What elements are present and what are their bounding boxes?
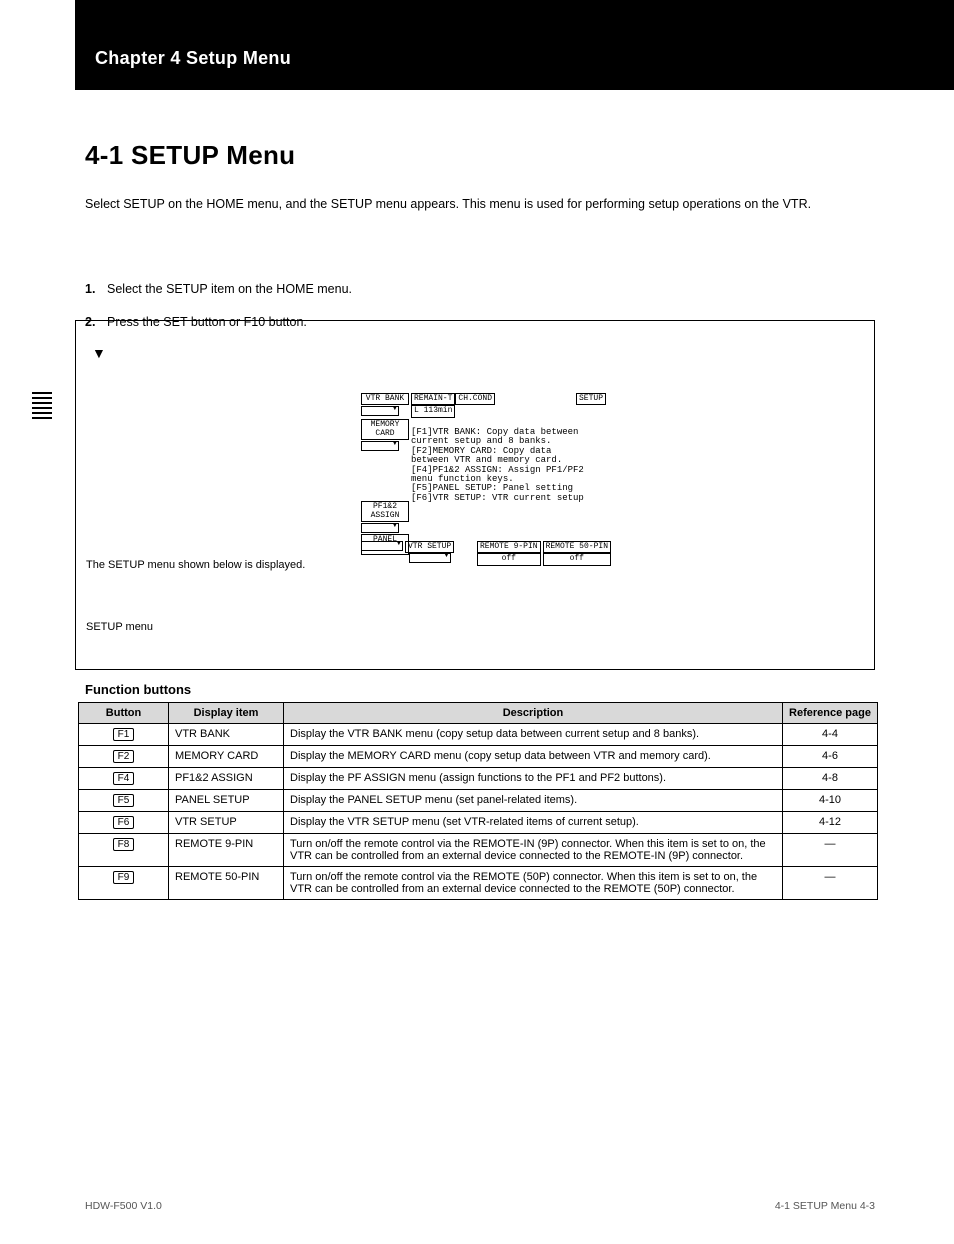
cell-item: REMOTE 9-PIN [169, 834, 284, 867]
key-icon: F1 [113, 728, 135, 741]
dropdown-icon [361, 406, 399, 416]
cell-description: Display the VTR SETUP menu (set VTR-rela… [284, 812, 783, 834]
sidebar-vtr-bank: VTR BANK [361, 393, 409, 405]
dropdown-icon [361, 523, 399, 533]
cell-item: VTR SETUP [169, 812, 284, 834]
cell-button: F5 [79, 790, 169, 812]
key-icon: F9 [113, 871, 135, 884]
remote-9pin-value: off [477, 553, 541, 565]
cell-reference: 4-4 [783, 724, 878, 746]
cell-button: F9 [79, 867, 169, 900]
vtr-main-area: REMAIN-T CH.COND SETUP L 113min [F1]VTR … [411, 393, 606, 503]
vtr-bottom-row: VTR SETUP REMOTE 9-PIN off REMOTE 50-PIN… [361, 541, 611, 566]
col-description: Description [284, 703, 783, 724]
menu-caption2-inside: SETUP menu [86, 621, 153, 633]
cell-item: REMOTE 50-PIN [169, 867, 284, 900]
cell-description: Turn on/off the remote control via the R… [284, 867, 783, 900]
cell-button: F1 [79, 724, 169, 746]
remote-50pin-value: off [543, 553, 611, 565]
cell-reference: 4-12 [783, 812, 878, 834]
step-1-number: 1. [85, 280, 107, 299]
dropdown-icon [361, 541, 403, 551]
setup-arrow-icon: ▼ [92, 345, 106, 361]
chapter-header-bar [75, 0, 954, 90]
key-icon: F8 [113, 838, 135, 851]
cell-button: F2 [79, 746, 169, 768]
menu-caption-inside: The SETUP menu shown below is displayed. [86, 559, 305, 571]
table-row: F2 MEMORY CARDDisplay the MEMORY CARD men… [79, 746, 878, 768]
col-reference: Reference page [783, 703, 878, 724]
vtr-sidebar: VTR BANK MEMORY CARD PF1&2 ASSIGN PANEL … [361, 393, 409, 556]
cell-button: F4 [79, 768, 169, 790]
remote-9pin-label: REMOTE 9-PIN [477, 541, 541, 553]
table-row: F1 VTR BANKDisplay the VTR BANK menu (cop… [79, 724, 878, 746]
key-icon: F6 [113, 816, 135, 829]
sidebar-memory-card: MEMORY CARD [361, 419, 409, 440]
cell-item: MEMORY CARD [169, 746, 284, 768]
footer-left: HDW-F500 V1.0 [85, 1200, 162, 1212]
cell-description: Display the PF ASSIGN menu (assign funct… [284, 768, 783, 790]
cell-button: F8 [79, 834, 169, 867]
table-header-row: Button Display item Description Referenc… [79, 703, 878, 724]
cell-reference: — [783, 834, 878, 867]
cell-description: Display the PANEL SETUP menu (set panel-… [284, 790, 783, 812]
cell-item: PF1&2 ASSIGN [169, 768, 284, 790]
table-row: F6 VTR SETUPDisplay the VTR SETUP menu (s… [79, 812, 878, 834]
cell-item: PANEL SETUP [169, 790, 284, 812]
function-buttons-table: Button Display item Description Referenc… [78, 702, 878, 900]
footer-right: 4-1 SETUP Menu 4-3 [775, 1200, 875, 1212]
intro-paragraph: Select SETUP on the HOME menu, and the S… [85, 195, 875, 214]
remain-t-value: L 113min [411, 405, 455, 417]
page-left-margin [0, 0, 75, 1244]
screen-body-line: [F6]VTR SETUP: VTR current setup [411, 494, 606, 503]
cell-description: Turn on/off the remote control via the R… [284, 834, 783, 867]
table-row: F8 REMOTE 9-PINTurn on/off the remote con… [79, 834, 878, 867]
cell-reference: 4-6 [783, 746, 878, 768]
side-stripe-ornament [32, 392, 52, 424]
remain-t-label: REMAIN-T [411, 393, 455, 405]
section-title: 4-1 SETUP Menu [85, 140, 295, 171]
cell-reference: 4-10 [783, 790, 878, 812]
vtr-screen-illustration: ▼ VTR BANK MEMORY CARD PF1&2 ASSIGN PANE… [75, 320, 875, 670]
key-icon: F2 [113, 750, 135, 763]
key-icon: F4 [113, 772, 135, 785]
cell-reference: — [783, 867, 878, 900]
cell-reference: 4-8 [783, 768, 878, 790]
cell-item: VTR BANK [169, 724, 284, 746]
page-footer: HDW-F500 V1.0 4-1 SETUP Menu 4-3 [85, 1200, 875, 1212]
col-display-item: Display item [169, 703, 284, 724]
dropdown-icon [409, 553, 451, 563]
dropdown-icon [361, 441, 399, 451]
function-buttons-heading: Function buttons [85, 682, 191, 697]
sidebar-pf-assign: PF1&2 ASSIGN [361, 501, 409, 522]
remote-50pin-label: REMOTE 50-PIN [543, 541, 611, 553]
chapter-label: Chapter 4 Setup Menu [95, 48, 291, 69]
setup-label: SETUP [576, 393, 606, 405]
step-1: 1. Select the SETUP item on the HOME men… [85, 280, 875, 299]
step-1-text: Select the SETUP item on the HOME menu. [107, 280, 875, 299]
key-icon: F5 [113, 794, 135, 807]
ch-cond-label: CH.COND [455, 393, 495, 405]
table-row: F5 PANEL SETUPDisplay the PANEL SETUP men… [79, 790, 878, 812]
col-button: Button [79, 703, 169, 724]
cell-button: F6 [79, 812, 169, 834]
table-row: F9 REMOTE 50-PINTurn on/off the remote co… [79, 867, 878, 900]
cell-description: Display the VTR BANK menu (copy setup da… [284, 724, 783, 746]
cell-description: Display the MEMORY CARD menu (copy setup… [284, 746, 783, 768]
table-row: F4 PF1&2 ASSIGNDisplay the PF ASSIGN menu… [79, 768, 878, 790]
